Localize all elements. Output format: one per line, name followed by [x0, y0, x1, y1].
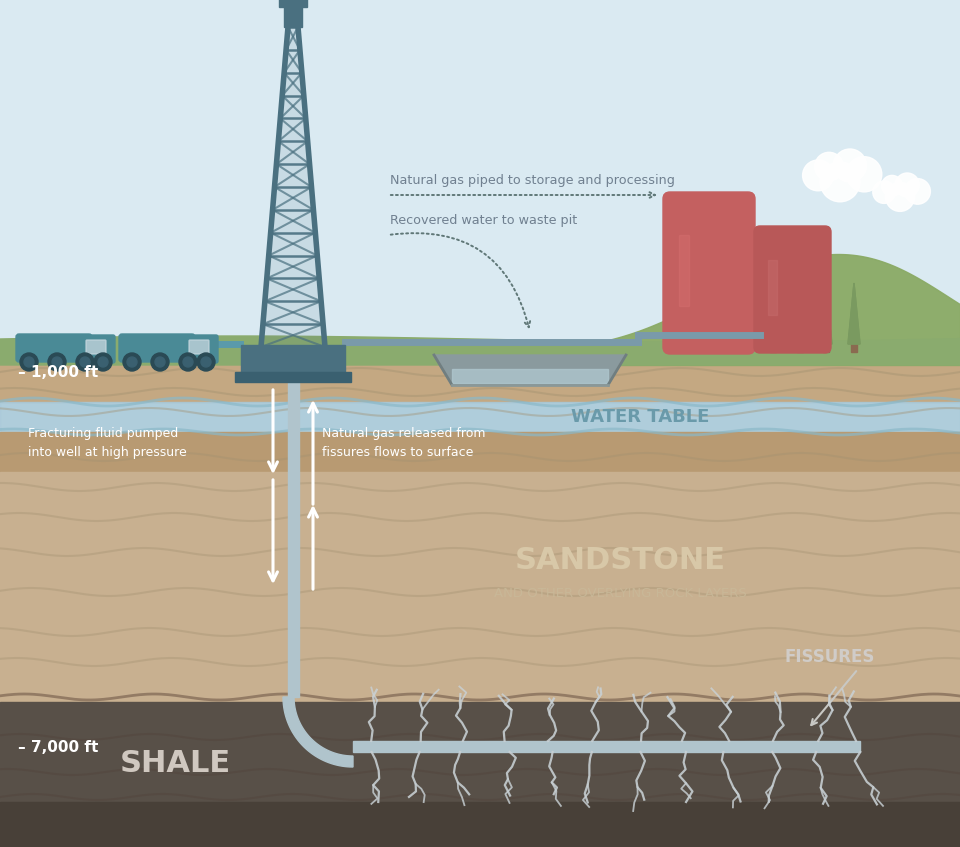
Circle shape: [881, 175, 902, 197]
Bar: [235, 372, 351, 382]
Bar: [823, 342, 829, 352]
Text: WATER TABLE: WATER TABLE: [571, 408, 709, 426]
Polygon shape: [283, 697, 353, 767]
Circle shape: [123, 353, 141, 371]
FancyBboxPatch shape: [184, 335, 218, 363]
Bar: [288, 375, 299, 697]
Circle shape: [20, 353, 38, 371]
Circle shape: [48, 353, 66, 371]
Circle shape: [94, 353, 112, 371]
FancyBboxPatch shape: [81, 335, 115, 363]
Polygon shape: [742, 289, 754, 344]
Circle shape: [98, 357, 108, 367]
Circle shape: [197, 353, 215, 371]
Circle shape: [76, 353, 94, 371]
Bar: [0, 402, 960, 432]
Circle shape: [847, 157, 882, 192]
Polygon shape: [742, 289, 754, 344]
Text: SHALE: SHALE: [119, 749, 230, 778]
Polygon shape: [794, 286, 806, 344]
Polygon shape: [261, 27, 325, 347]
Circle shape: [904, 179, 930, 204]
Circle shape: [873, 181, 895, 203]
Circle shape: [127, 357, 137, 367]
Circle shape: [885, 183, 915, 212]
Polygon shape: [848, 283, 860, 344]
Bar: [0, 432, 960, 472]
Bar: [768, 260, 777, 315]
Bar: [279, 0, 307, 7]
Text: Fracturing fluid pumped
into well at high pressure: Fracturing fluid pumped into well at hig…: [28, 427, 187, 459]
Bar: [679, 235, 689, 306]
FancyBboxPatch shape: [16, 334, 92, 362]
Circle shape: [895, 173, 920, 197]
Circle shape: [155, 357, 165, 367]
Bar: [851, 342, 857, 352]
Text: AND OTHER OVERLYING ROCK LAYERS: AND OTHER OVERLYING ROCK LAYERS: [493, 587, 746, 600]
Bar: [353, 741, 860, 752]
Polygon shape: [767, 278, 779, 344]
Circle shape: [151, 353, 169, 371]
Circle shape: [201, 357, 211, 367]
Polygon shape: [794, 286, 806, 344]
Text: – 7,000 ft: – 7,000 ft: [18, 739, 98, 755]
FancyBboxPatch shape: [663, 192, 755, 354]
FancyBboxPatch shape: [189, 340, 209, 354]
Circle shape: [183, 357, 193, 367]
Text: – 1,000 ft: – 1,000 ft: [18, 364, 98, 379]
Polygon shape: [767, 278, 779, 344]
FancyBboxPatch shape: [754, 226, 831, 353]
Bar: [0, 347, 960, 402]
Bar: [284, 5, 302, 27]
Circle shape: [24, 357, 34, 367]
Bar: [745, 342, 751, 352]
Bar: [241, 345, 345, 375]
FancyBboxPatch shape: [119, 334, 195, 362]
Bar: [797, 342, 803, 352]
Polygon shape: [434, 355, 626, 385]
Text: Natural gas piped to storage and processing: Natural gas piped to storage and process…: [390, 174, 675, 187]
Bar: [452, 369, 608, 383]
Text: Natural gas released from
fissures flows to surface: Natural gas released from fissures flows…: [322, 427, 486, 459]
FancyBboxPatch shape: [86, 340, 106, 354]
Text: Recovered water to waste pit: Recovered water to waste pit: [390, 214, 577, 227]
Bar: [0, 802, 960, 847]
Circle shape: [80, 357, 90, 367]
Circle shape: [52, 357, 62, 367]
Circle shape: [803, 160, 833, 191]
Circle shape: [179, 353, 197, 371]
Bar: [0, 472, 960, 702]
Circle shape: [820, 162, 860, 202]
Circle shape: [815, 152, 843, 181]
Polygon shape: [820, 291, 832, 344]
Text: SANDSTONE: SANDSTONE: [515, 546, 726, 575]
Polygon shape: [848, 283, 860, 344]
Text: FISSURES: FISSURES: [784, 648, 875, 666]
Circle shape: [833, 149, 866, 182]
Bar: [770, 342, 776, 352]
Bar: [0, 0, 960, 352]
Bar: [0, 702, 960, 847]
Polygon shape: [820, 291, 832, 344]
